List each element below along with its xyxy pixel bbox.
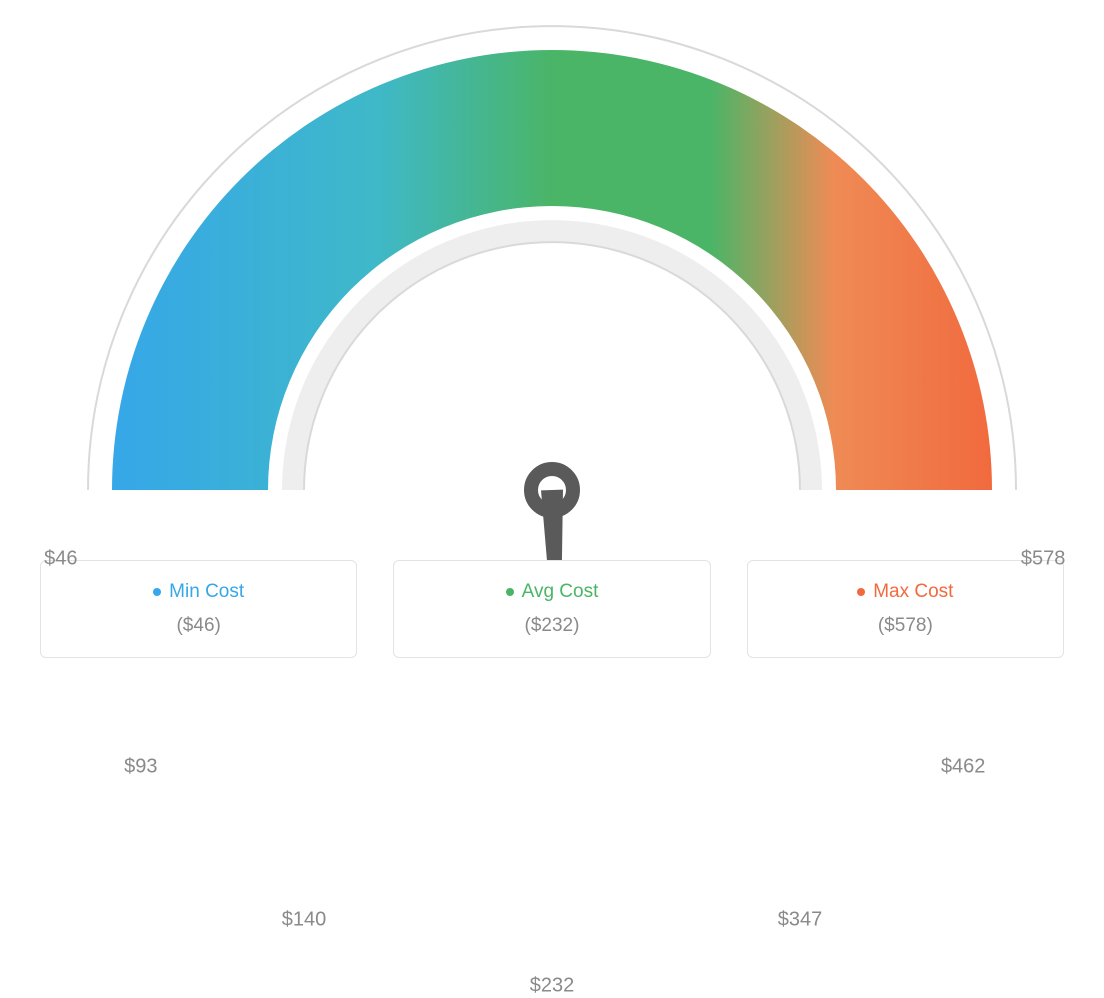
- legend-dot-avg: [506, 588, 514, 596]
- legend-label-avg: Avg Cost: [522, 581, 599, 603]
- gauge-svg: [0, 0, 1104, 560]
- legend-title-max: Max Cost: [857, 581, 953, 603]
- legend-card-min: Min Cost ($46): [40, 560, 357, 658]
- legend-value-min: ($46): [51, 615, 346, 637]
- legend-value-avg: ($232): [404, 615, 699, 637]
- legend-label-min: Min Cost: [169, 581, 244, 603]
- gauge-tick-label: $232: [530, 975, 575, 998]
- legend-title-min: Min Cost: [153, 581, 244, 603]
- gauge-tick-label: $462: [941, 756, 986, 779]
- legend-dot-min: [153, 588, 161, 596]
- legend-row: Min Cost ($46) Avg Cost ($232) Max Cost …: [0, 560, 1104, 688]
- legend-card-avg: Avg Cost ($232): [393, 560, 710, 658]
- gauge-chart: $46$93$140$232$347$462$578: [0, 0, 1104, 560]
- gauge-tick-label: $46: [44, 548, 77, 571]
- gauge-tick-label: $578: [1021, 548, 1066, 571]
- gauge-tick-label: $347: [778, 908, 823, 931]
- legend-value-max: ($578): [758, 615, 1053, 637]
- gauge-tick-label: $93: [124, 756, 157, 779]
- gauge-tick-label: $140: [282, 908, 327, 931]
- legend-dot-max: [857, 588, 865, 596]
- legend-label-max: Max Cost: [873, 581, 953, 603]
- legend-title-avg: Avg Cost: [506, 581, 599, 603]
- legend-card-max: Max Cost ($578): [747, 560, 1064, 658]
